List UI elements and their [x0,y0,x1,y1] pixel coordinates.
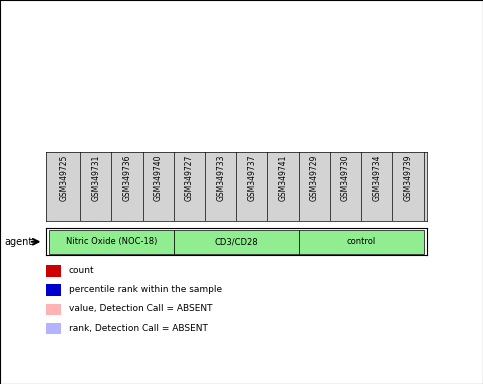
FancyBboxPatch shape [298,230,424,254]
Text: GSM349725: GSM349725 [60,155,69,201]
Bar [302,98,327,167]
Bar [310,79,319,167]
Bar [279,81,287,167]
Text: count: count [69,266,94,275]
Bar [400,165,410,167]
Bar [69,64,73,167]
Text: GSM349729: GSM349729 [310,155,319,201]
FancyBboxPatch shape [49,230,174,254]
Bar [365,125,389,167]
Bar [46,304,61,315]
Bar [46,285,61,296]
FancyBboxPatch shape [174,230,298,254]
Text: Nitric Oxide (NOC-18): Nitric Oxide (NOC-18) [66,237,157,246]
Bar [372,83,381,167]
Text: GSM349741: GSM349741 [279,155,287,201]
Bar [163,72,167,167]
Text: GSM349740: GSM349740 [154,155,163,202]
Bar [46,323,61,334]
Bar [185,65,194,167]
Text: GSM349736: GSM349736 [123,155,131,202]
Bar [209,164,233,167]
Bar [177,123,201,167]
Text: CD3/CD28: CD3/CD28 [214,237,258,246]
Title: GDS4188 / 1563329_s_at: GDS4188 / 1563329_s_at [148,15,324,29]
Text: agent: agent [5,237,33,247]
Bar [256,68,261,167]
Text: GSM349737: GSM349737 [247,155,256,202]
Text: GSM349730: GSM349730 [341,155,350,202]
Bar [216,159,225,167]
Bar [123,50,131,167]
Text: control: control [346,237,376,246]
Bar [243,118,254,167]
Text: GSM349733: GSM349733 [216,155,225,202]
Text: rank, Detection Call = ABSENT: rank, Detection Call = ABSENT [69,324,208,333]
Text: GSM349727: GSM349727 [185,155,194,201]
Bar [57,67,66,167]
Bar [396,152,420,167]
Text: value, Detection Call = ABSENT: value, Detection Call = ABSENT [69,305,212,313]
Text: GSM349731: GSM349731 [91,155,100,201]
Bar [91,155,100,167]
Bar [115,52,139,167]
Bar [404,149,412,167]
Text: GSM349739: GSM349739 [403,155,412,202]
Text: percentile rank within the sample: percentile rank within the sample [69,285,222,294]
Bar [46,265,61,277]
Text: GSM349734: GSM349734 [372,155,381,202]
Bar [350,79,354,167]
Bar [337,123,347,167]
Bar [150,86,160,167]
